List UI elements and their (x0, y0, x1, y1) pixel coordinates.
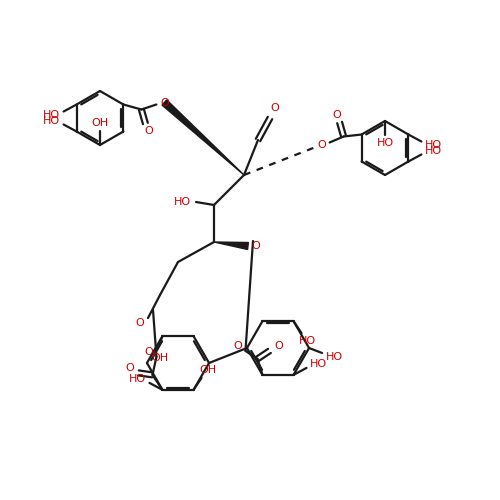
Text: OH: OH (199, 365, 216, 375)
Text: O: O (233, 341, 242, 351)
Text: HO: HO (425, 146, 442, 156)
Text: HO: HO (299, 336, 316, 346)
Text: O: O (270, 103, 280, 113)
Text: OH: OH (151, 353, 168, 363)
Text: O: O (144, 347, 153, 357)
Text: O: O (274, 341, 283, 351)
Text: O: O (125, 363, 134, 373)
Text: O: O (136, 318, 144, 328)
Text: HO: HO (129, 374, 146, 384)
Text: HO: HO (43, 116, 60, 126)
Text: O: O (144, 126, 153, 136)
Text: O: O (252, 241, 260, 251)
Text: HO: HO (43, 110, 60, 120)
Text: HO: HO (376, 138, 394, 148)
Text: HO: HO (326, 352, 342, 362)
Text: O: O (160, 98, 169, 108)
Text: O: O (332, 110, 341, 120)
Text: HO: HO (174, 197, 190, 207)
Polygon shape (214, 242, 248, 250)
Text: HO: HO (310, 359, 327, 369)
Text: HO: HO (425, 140, 442, 150)
Text: O: O (317, 140, 326, 149)
Text: OH: OH (92, 118, 108, 128)
Polygon shape (162, 100, 244, 175)
